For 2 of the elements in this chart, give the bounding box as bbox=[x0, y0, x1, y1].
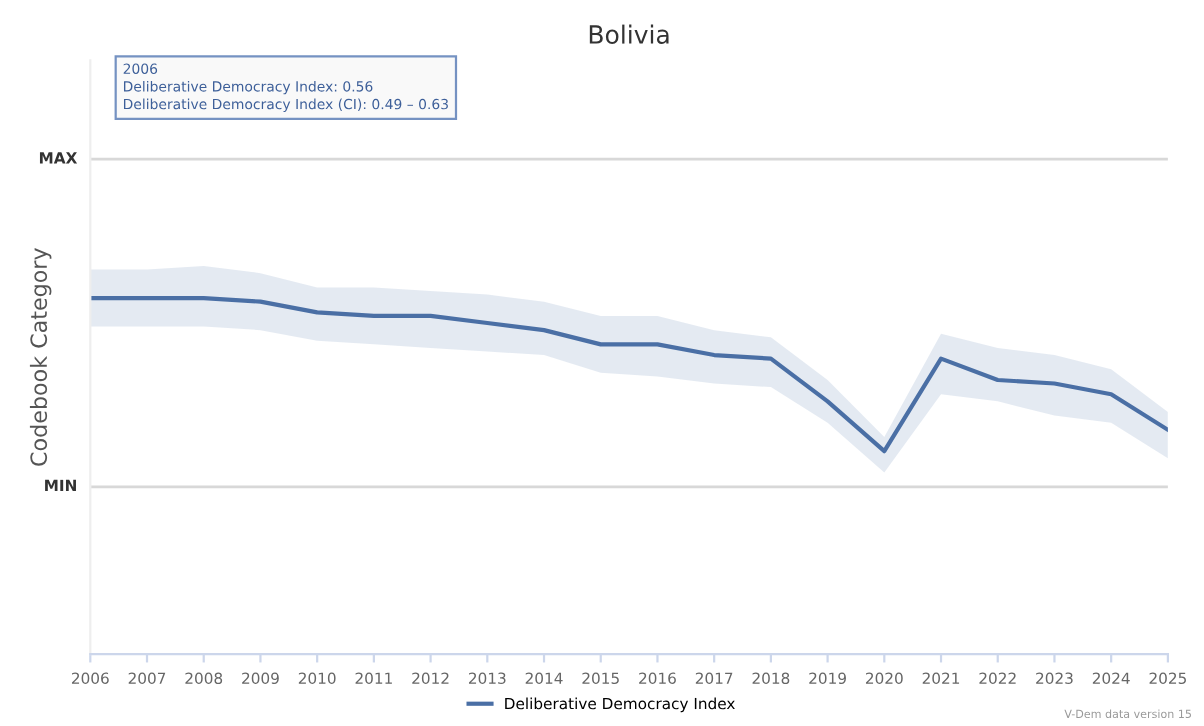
y-axis-title: Codebook Category bbox=[29, 248, 52, 466]
chart-title: Bolivia bbox=[589, 24, 669, 44]
